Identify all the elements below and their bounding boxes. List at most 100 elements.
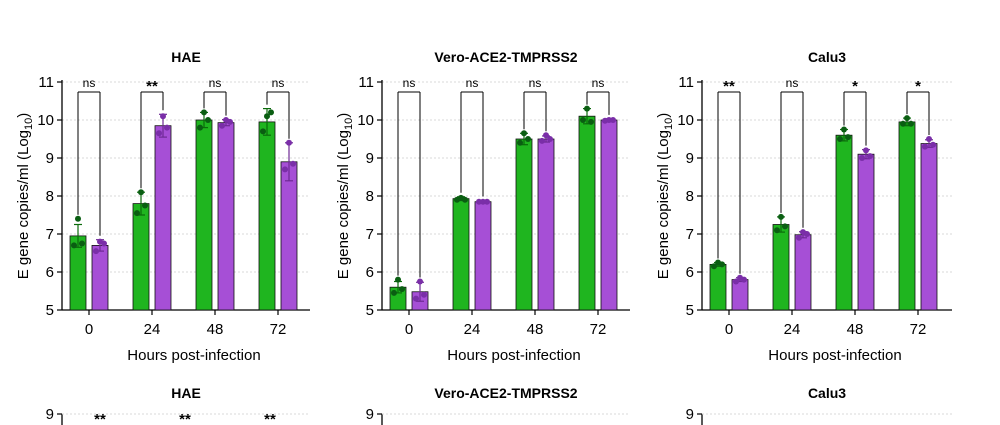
- bar: [578, 115, 596, 311]
- significance-label: *: [852, 78, 858, 95]
- significance-label: ns: [786, 76, 799, 90]
- bar: [898, 121, 916, 311]
- data-point: [260, 128, 266, 135]
- data-point: [525, 136, 531, 142]
- y-tick-label: 10: [677, 112, 694, 129]
- bar: [794, 234, 812, 311]
- bar: [280, 161, 298, 311]
- data-point: [399, 286, 405, 293]
- data-point: [930, 141, 936, 148]
- data-point: [610, 117, 616, 123]
- significance-label: **: [146, 78, 158, 95]
- bar: [91, 244, 109, 311]
- data-point: [134, 210, 140, 217]
- data-point: [391, 289, 397, 296]
- y-tick-label: 8: [46, 188, 54, 205]
- chart-title: HAE: [171, 49, 201, 65]
- data-point: [164, 124, 170, 131]
- y-tick-label: 10: [357, 112, 374, 129]
- chart-title: Calu3: [808, 385, 846, 401]
- significance-label: ns: [592, 76, 605, 90]
- data-point: [138, 189, 144, 196]
- data-point: [219, 122, 225, 129]
- significance-label: *: [915, 78, 921, 95]
- x-tick-label: 72: [270, 321, 287, 338]
- x-axis-label: Hours post-infection: [127, 347, 260, 364]
- data-point: [205, 117, 211, 123]
- data-point: [417, 278, 423, 285]
- data-point: [804, 231, 810, 237]
- significance-label: ns: [83, 76, 96, 90]
- bar: [835, 134, 853, 311]
- data-point: [71, 242, 77, 249]
- bar: [537, 138, 555, 311]
- y-tick-label: 7: [686, 226, 694, 243]
- data-point: [201, 109, 207, 116]
- data-point: [79, 240, 85, 247]
- significance-label: **: [94, 411, 106, 425]
- data-point: [142, 202, 148, 209]
- data-point: [719, 261, 725, 268]
- data-point: [286, 139, 292, 146]
- data-point: [484, 198, 490, 205]
- data-point: [922, 143, 928, 150]
- data-point: [908, 120, 914, 127]
- data-point: [584, 105, 590, 112]
- bar: [195, 119, 213, 311]
- significance-label: ns: [529, 76, 542, 90]
- data-point: [580, 117, 586, 123]
- x-tick-label: 0: [85, 321, 93, 338]
- data-point: [588, 118, 594, 125]
- y-tick-label: 7: [366, 226, 374, 243]
- x-tick-label: 0: [405, 321, 413, 338]
- x-tick-label: 24: [784, 321, 801, 338]
- y-tick-label: 9: [46, 150, 54, 167]
- significance-label: **: [264, 411, 276, 425]
- x-tick-label: 0: [725, 321, 733, 338]
- data-point: [863, 147, 869, 154]
- y-tick-label: 9: [686, 406, 694, 423]
- y-tick-label: 7: [46, 226, 54, 243]
- data-point: [227, 118, 233, 125]
- data-point: [841, 126, 847, 133]
- x-tick-label: 72: [590, 321, 607, 338]
- y-tick-label: 5: [366, 302, 374, 319]
- x-tick-label: 48: [207, 321, 224, 338]
- data-point: [711, 263, 717, 270]
- y-tick-label: 8: [686, 188, 694, 205]
- bar: [731, 279, 749, 311]
- data-point: [859, 155, 865, 161]
- y-tick-label: 6: [46, 264, 54, 281]
- bar: [857, 153, 875, 311]
- bar: [474, 201, 492, 311]
- data-point: [462, 196, 468, 203]
- data-point: [904, 115, 910, 122]
- y-tick-label: 9: [366, 150, 374, 167]
- data-point: [268, 109, 274, 116]
- chart-title: Vero-ACE2-TMPRSS2: [434, 385, 577, 401]
- data-point: [741, 276, 747, 283]
- x-axis-label: Hours post-infection: [768, 347, 901, 364]
- x-tick-label: 24: [464, 321, 481, 338]
- bar: [132, 203, 150, 311]
- data-point: [782, 223, 788, 230]
- y-tick-label: 6: [686, 264, 694, 281]
- data-point: [845, 134, 851, 141]
- bar: [452, 198, 470, 311]
- data-point: [733, 278, 739, 285]
- bar: [217, 122, 235, 311]
- data-point: [926, 136, 932, 142]
- data-point: [517, 139, 523, 146]
- y-tick-label: 11: [678, 74, 694, 91]
- y-axis-label: E gene copies/ml (Log10): [335, 113, 355, 280]
- data-point: [543, 132, 549, 139]
- significance-label: ns: [209, 76, 222, 90]
- y-tick-label: 5: [686, 302, 694, 319]
- y-axis-label: E gene copies/ml (Log10): [655, 113, 675, 280]
- significance-label: ns: [272, 76, 285, 90]
- data-point: [93, 248, 99, 255]
- data-point: [837, 136, 843, 142]
- x-tick-label: 72: [910, 321, 927, 338]
- y-tick-label: 6: [366, 264, 374, 281]
- y-tick-label: 10: [37, 112, 54, 129]
